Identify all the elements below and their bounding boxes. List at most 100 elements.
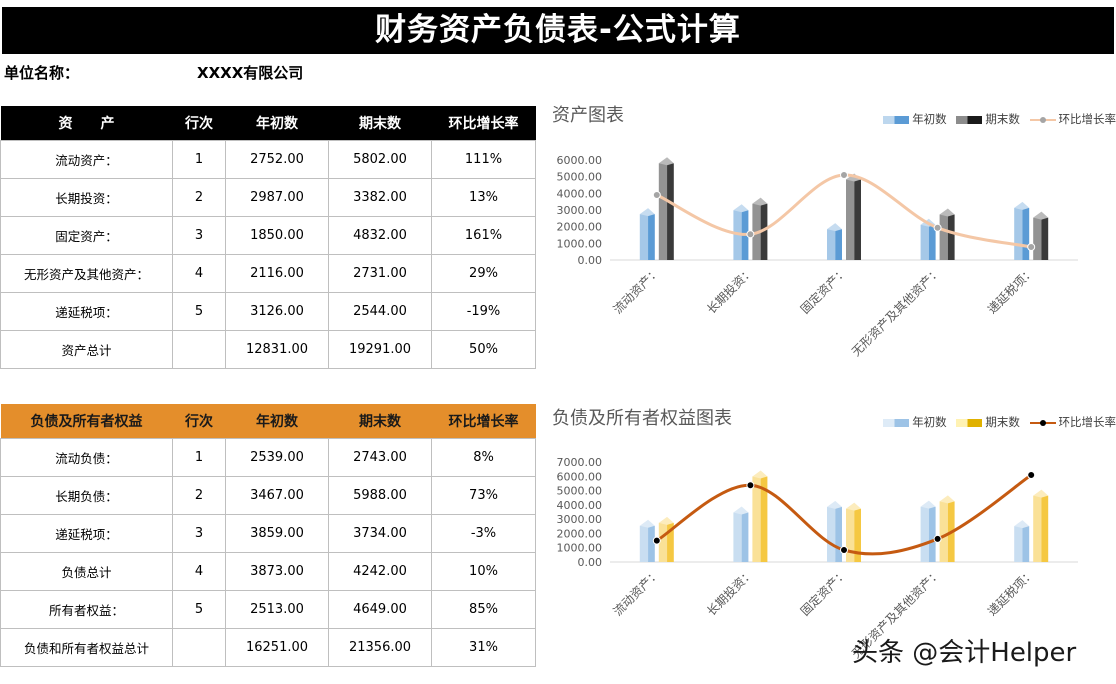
- bar-side: [667, 522, 674, 562]
- bar-front: [846, 179, 855, 260]
- liabilities-cell[interactable]: 2539.00: [225, 438, 329, 477]
- bar: [639, 208, 655, 260]
- assets-cell[interactable]: 29%: [431, 254, 536, 293]
- liabilities-cell[interactable]: 4242.00: [328, 552, 432, 591]
- growth-rate-point: [746, 481, 755, 490]
- liabilities-cell[interactable]: 85%: [431, 590, 536, 629]
- assets-cell[interactable]: 递延税项：: [0, 292, 173, 331]
- liabilities-cell[interactable]: [172, 628, 226, 667]
- liabilities-cell[interactable]: 3873.00: [225, 552, 329, 591]
- company-name[interactable]: XXXX有限公司: [197, 64, 304, 82]
- legend-item: 年初数: [883, 111, 947, 127]
- chart-legend[interactable]: 年初数 期末数 环比增长率: [877, 414, 1116, 430]
- liabilities-cell[interactable]: 所有者权益：: [0, 590, 173, 629]
- assets-cell[interactable]: 长期投资：: [0, 178, 173, 217]
- bar-top: [939, 208, 955, 217]
- y-tick-label: 0.00: [578, 254, 603, 267]
- y-tick-label: 7000.00: [557, 456, 603, 469]
- liabilities-cell[interactable]: 流动负债：: [0, 438, 173, 477]
- bar: [827, 500, 842, 562]
- liabilities-chart[interactable]: 负债及所有者权益图表 年初数 期末数 环比增长率 0.00 1000.00 2000…: [540, 398, 1116, 684]
- liabilities-cell[interactable]: -3%: [431, 514, 536, 553]
- legend-swatch: [956, 115, 983, 124]
- liabilities-header-cell[interactable]: 期末数: [328, 404, 432, 439]
- assets-cell[interactable]: [172, 330, 226, 369]
- liabilities-cell[interactable]: 递延税项：: [0, 514, 173, 553]
- liabilities-header-cell[interactable]: 环比增长率: [431, 404, 536, 439]
- bar: [1033, 489, 1049, 562]
- liabilities-cell[interactable]: 3859.00: [225, 514, 329, 553]
- assets-cell[interactable]: 2116.00: [225, 254, 329, 293]
- liabilities-cell[interactable]: 3: [172, 514, 226, 553]
- assets-cell[interactable]: -19%: [431, 292, 536, 331]
- bar: [639, 519, 655, 562]
- assets-cell[interactable]: 3: [172, 216, 226, 255]
- liabilities-cell[interactable]: 3467.00: [225, 476, 329, 515]
- assets-cell[interactable]: 2: [172, 178, 226, 217]
- assets-cell[interactable]: 无形资产及其他资产：: [0, 254, 173, 293]
- liabilities-cell[interactable]: 2: [172, 476, 226, 515]
- assets-chart[interactable]: 资产图表 年初数 期末数 环比增长率 0.00 1000.00 2000.00 300…: [540, 95, 1116, 380]
- assets-cell[interactable]: 资产总计: [0, 330, 173, 369]
- liabilities-header-cell[interactable]: 负债及所有者权益: [0, 404, 173, 439]
- assets-cell[interactable]: 1850.00: [225, 216, 329, 255]
- liabilities-header-cell[interactable]: 年初数: [225, 404, 329, 439]
- bar-top: [1014, 201, 1030, 210]
- chart-title: 资产图表: [552, 105, 624, 126]
- assets-cell[interactable]: 2752.00: [225, 140, 329, 179]
- assets-cell[interactable]: 19291.00: [328, 330, 432, 369]
- page-title: 财务资产负债表-公式计算: [2, 7, 1114, 54]
- assets-header-cell[interactable]: 年初数: [225, 106, 329, 141]
- assets-row: 流动资产： 1 2752.00 5802.00 111%: [0, 140, 536, 179]
- liabilities-cell[interactable]: 4649.00: [328, 590, 432, 629]
- assets-cell[interactable]: 5: [172, 292, 226, 331]
- assets-cell[interactable]: 固定资产：: [0, 216, 173, 255]
- liabilities-cell[interactable]: 16251.00: [225, 628, 329, 667]
- assets-cell[interactable]: 3382.00: [328, 178, 432, 217]
- assets-header-cell[interactable]: 期末数: [328, 106, 432, 141]
- bar: [846, 173, 861, 260]
- liabilities-cell[interactable]: 2743.00: [328, 438, 432, 477]
- assets-cell[interactable]: 50%: [431, 330, 536, 369]
- assets-cell[interactable]: 4832.00: [328, 216, 432, 255]
- liabilities-header-cell[interactable]: 行次: [172, 404, 226, 439]
- liabilities-cell[interactable]: 21356.00: [328, 628, 432, 667]
- assets-cell[interactable]: 4: [172, 254, 226, 293]
- liabilities-cell[interactable]: 长期负债：: [0, 476, 173, 515]
- liabilities-cell[interactable]: 3734.00: [328, 514, 432, 553]
- assets-header-cell[interactable]: 行次: [172, 106, 226, 141]
- assets-cell[interactable]: 流动资产：: [0, 140, 173, 179]
- liabilities-cell[interactable]: 负债和所有者权益总计: [0, 628, 173, 667]
- liabilities-header-row: 负债及所有者权益 行次 年初数 期末数 环比增长率: [0, 404, 536, 439]
- assets-header-cell[interactable]: 资 产: [0, 106, 173, 141]
- liabilities-cell[interactable]: 10%: [431, 552, 536, 591]
- liabilities-cell[interactable]: 5: [172, 590, 226, 629]
- liabilities-cell[interactable]: 8%: [431, 438, 536, 477]
- liabilities-cell[interactable]: 2513.00: [225, 590, 329, 629]
- assets-cell[interactable]: 161%: [431, 216, 536, 255]
- assets-cell[interactable]: 1: [172, 140, 226, 179]
- legend-swatch: [883, 418, 910, 427]
- assets-header-cell[interactable]: 环比增长率: [431, 106, 536, 141]
- liabilities-cell[interactable]: 31%: [431, 628, 536, 667]
- assets-cell[interactable]: 2544.00: [328, 292, 432, 331]
- assets-cell[interactable]: 111%: [431, 140, 536, 179]
- legend-swatch: [1029, 418, 1056, 428]
- assets-cell[interactable]: 5802.00: [328, 140, 432, 179]
- chart-legend[interactable]: 年初数 期末数 环比增长率: [877, 111, 1116, 127]
- bar-top: [1033, 489, 1049, 498]
- liabilities-cell[interactable]: 4: [172, 552, 226, 591]
- bar: [920, 500, 936, 562]
- liabilities-cell[interactable]: 1: [172, 438, 226, 477]
- assets-cell[interactable]: 2987.00: [225, 178, 329, 217]
- liabilities-cell[interactable]: 5988.00: [328, 476, 432, 515]
- liabilities-cell[interactable]: 73%: [431, 476, 536, 515]
- assets-cell[interactable]: 13%: [431, 178, 536, 217]
- assets-cell[interactable]: 3126.00: [225, 292, 329, 331]
- liabilities-cell[interactable]: 负债总计: [0, 552, 173, 591]
- assets-cell[interactable]: 2731.00: [328, 254, 432, 293]
- bar: [733, 506, 749, 562]
- legend-label: 环比增长率: [1058, 415, 1116, 429]
- assets-cell[interactable]: 12831.00: [225, 330, 329, 369]
- bar-front: [639, 525, 649, 562]
